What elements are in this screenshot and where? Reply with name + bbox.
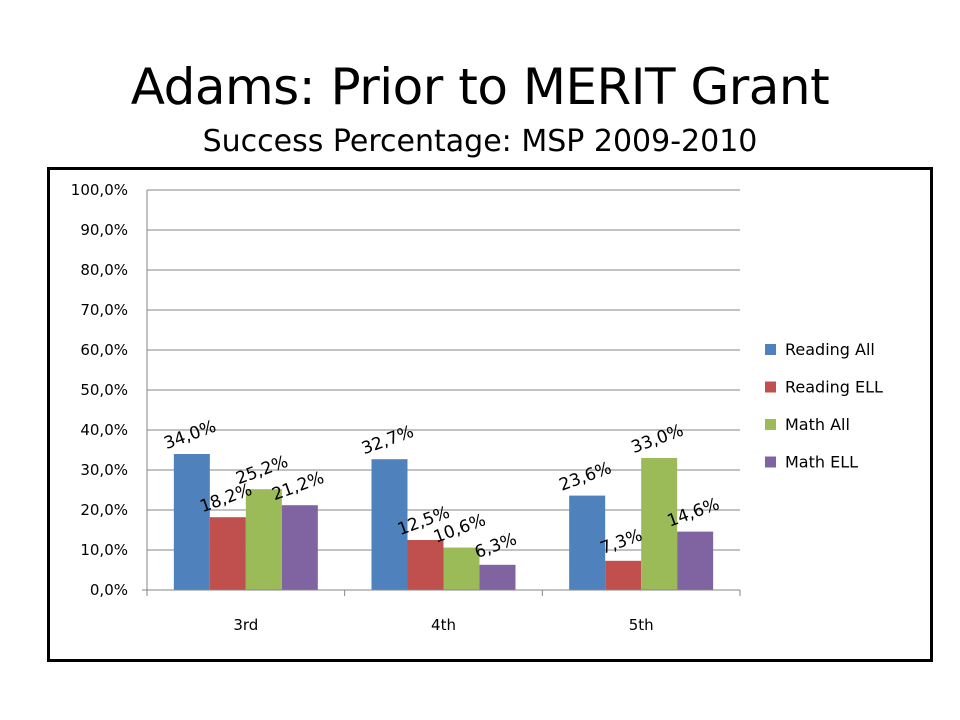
bar-math-ell-4th — [479, 564, 516, 590]
legend-label: Math ELL — [785, 453, 858, 472]
legend: Reading All Reading ELL Math All Math ELL — [765, 340, 883, 472]
bar-math-all-3rd — [245, 489, 282, 590]
bar-reading-ell-3rd — [209, 517, 246, 590]
data-label: 34,0% — [161, 417, 219, 454]
bar-reading-all-3rd — [173, 454, 210, 590]
x-tick-label: 3rd — [233, 616, 258, 634]
y-tick-label: 60,0% — [80, 341, 128, 359]
chart-title: Success Percentage: MSP 2009-2010 — [202, 124, 758, 159]
data-label: 33,0% — [629, 421, 687, 458]
y-tick-label: 40,0% — [80, 421, 128, 439]
bar-reading-all-4th — [371, 459, 408, 590]
y-tick-label: 70,0% — [80, 301, 128, 319]
y-tick-label: 80,0% — [80, 261, 128, 279]
legend-label: Reading All — [785, 340, 875, 359]
legend-swatch — [765, 419, 776, 430]
bar-math-ell-3rd — [281, 505, 318, 590]
slide-title: Adams: Prior to MERIT Grant — [130, 58, 830, 116]
axes: 0,0% 10,0% 20,0% 30,0% 40,0% 50,0% 60,0% 70,0% 8… — [71, 181, 741, 634]
legend-label: Math All — [785, 415, 850, 434]
y-tick-label: 30,0% — [80, 461, 128, 479]
data-label: 32,7% — [359, 422, 417, 459]
legend-swatch — [765, 381, 776, 393]
x-tick-label: 5th — [629, 616, 654, 634]
y-tick-label: 10,0% — [80, 541, 128, 559]
y-tick-label: 0,0% — [90, 581, 128, 599]
legend-label: Reading ELL — [785, 378, 883, 397]
x-tick-label: 4th — [431, 616, 456, 634]
legend-swatch — [765, 456, 776, 468]
y-tick-label: 20,0% — [80, 501, 128, 519]
y-tick-label: 50,0% — [80, 381, 128, 399]
bar-reading-all-5th — [569, 495, 606, 590]
y-tick-label: 100,0% — [71, 181, 128, 199]
bar-math-all-5th — [641, 458, 678, 590]
bar-math-all-4th — [443, 547, 480, 590]
bar-reading-ell-4th — [407, 540, 444, 590]
data-label: 6,3% — [472, 529, 519, 563]
legend-swatch — [765, 344, 776, 355]
data-label: 23,6% — [557, 458, 615, 495]
y-tick-label: 90,0% — [80, 221, 128, 239]
bars — [173, 454, 714, 590]
bar-math-ell-5th — [677, 531, 714, 590]
bar-reading-ell-5th — [605, 560, 642, 590]
